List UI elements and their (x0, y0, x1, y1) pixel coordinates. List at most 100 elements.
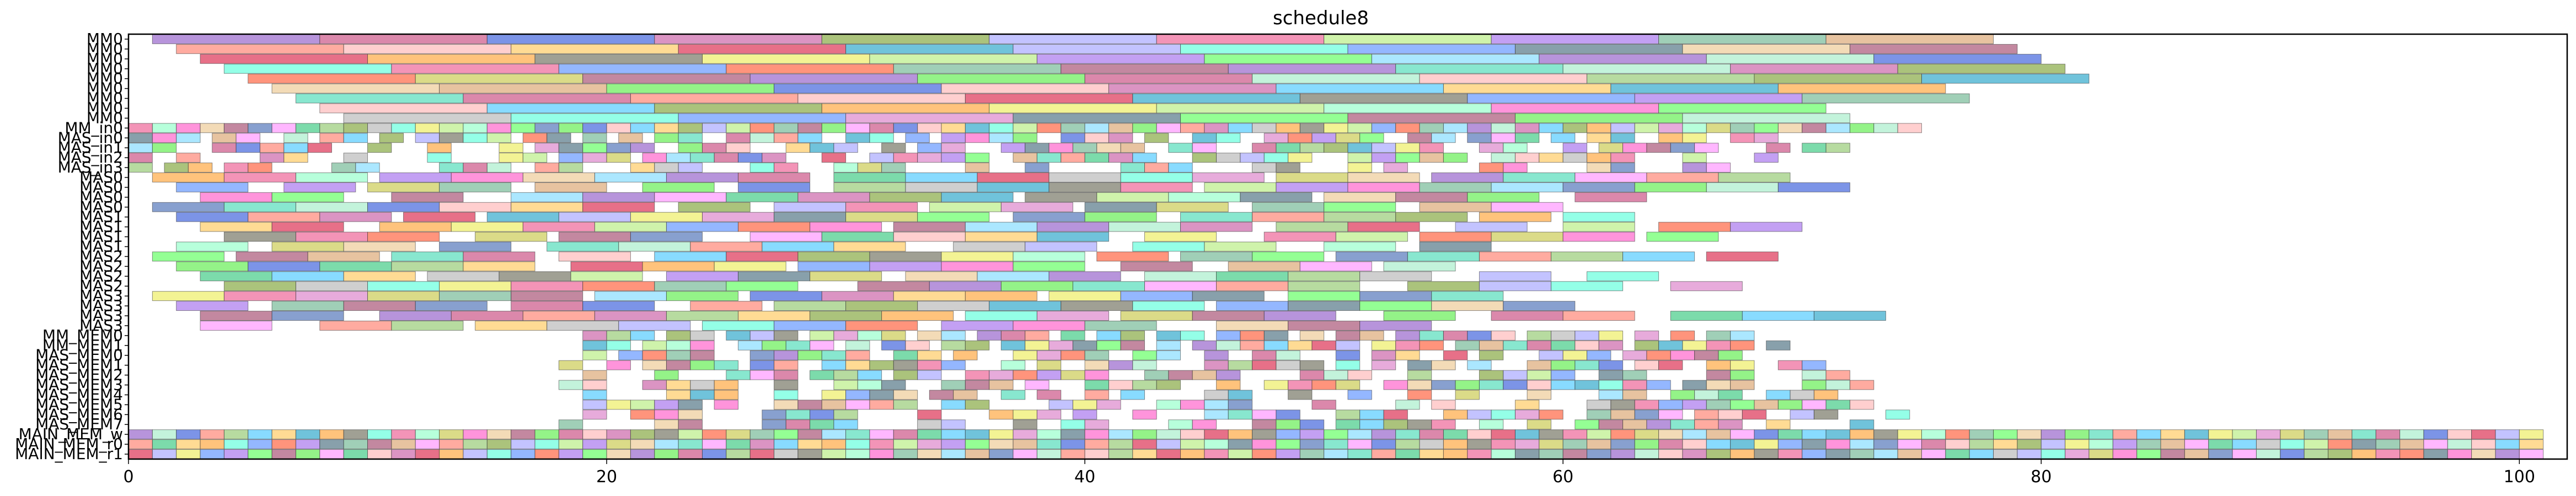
task-bar (1574, 419, 1599, 430)
task-bar (701, 212, 775, 222)
task-bar (1670, 390, 1695, 400)
task-bar (1813, 390, 1839, 400)
task-bar (869, 261, 942, 272)
task-bar (1730, 400, 1755, 410)
task-bar (1443, 123, 1468, 133)
task-bar (319, 34, 488, 44)
task-bar (797, 93, 966, 104)
task-bar (917, 143, 942, 153)
task-bar (965, 163, 990, 173)
task-bar (774, 439, 799, 450)
task-bar (845, 113, 1014, 123)
task-bar (558, 251, 631, 262)
task-bar (176, 182, 249, 192)
task-bar (1108, 429, 1133, 440)
task-bar (2327, 449, 2353, 459)
y-tick-label: MAS3 (79, 296, 123, 315)
task-bar (570, 271, 643, 282)
task-bar (690, 360, 715, 370)
task-bar (1682, 133, 1707, 143)
task-bar (1849, 400, 1875, 410)
task-bar (1455, 222, 1528, 232)
task-bar (1204, 182, 1277, 192)
task-bar (223, 439, 249, 450)
task-bar (1873, 53, 2042, 64)
task-bar (2400, 429, 2424, 440)
task-bar (666, 390, 691, 400)
task-bar (176, 212, 249, 222)
task-bar (271, 439, 296, 450)
task-bar (1467, 429, 1492, 440)
task-bar (1371, 153, 1396, 163)
task-bar (929, 390, 954, 400)
task-bar (1180, 113, 1348, 123)
task-bar (1431, 133, 1456, 143)
task-bar (654, 429, 679, 440)
task-bar (427, 153, 452, 163)
task-bar (941, 330, 966, 341)
task-bar (1527, 419, 1551, 430)
task-bar (511, 44, 679, 54)
task-bar (403, 212, 476, 222)
task-bar (857, 163, 882, 173)
task-bar (630, 212, 703, 222)
y-tick-label: MAS0 (79, 178, 123, 196)
task-bar (726, 429, 751, 440)
task-bar (1013, 429, 1037, 440)
task-bar (1562, 153, 1588, 163)
task-bar (1777, 182, 1850, 192)
task-bar (1825, 449, 1850, 459)
task-bar (1180, 123, 1205, 133)
task-bar (1754, 133, 1779, 143)
task-bar (666, 350, 691, 360)
x-tick-label: 0 (123, 467, 133, 487)
task-bar (1299, 143, 1325, 153)
task-bar (1587, 409, 1611, 420)
task-bar (1192, 172, 1265, 182)
task-bar (1945, 449, 1970, 459)
task-bar (738, 153, 763, 163)
task-bar (1324, 103, 1492, 114)
task-bar (953, 350, 978, 360)
task-bar (1491, 231, 1563, 242)
task-bar (1873, 449, 1898, 459)
task-bar (618, 133, 643, 143)
task-bar (726, 251, 799, 262)
task-bar (1718, 390, 1743, 400)
task-bar (690, 301, 763, 311)
task-bar (749, 429, 775, 440)
task-bar (1849, 439, 1875, 450)
task-bar (1825, 34, 1994, 44)
task-bar (486, 103, 655, 114)
task-bar (319, 123, 344, 133)
task-bar (558, 163, 583, 173)
task-bar (654, 34, 822, 44)
task-bar (1061, 123, 1085, 133)
y-tick-label: MAS_MEM2 (35, 366, 123, 384)
task-bar (2327, 439, 2353, 450)
task-bar (1646, 380, 1671, 390)
task-bar (1802, 400, 1827, 410)
task-bar (941, 261, 1014, 272)
task-bar (1252, 212, 1325, 222)
task-bar (1371, 340, 1396, 351)
task-bar (1587, 123, 1611, 133)
task-bar (977, 182, 1049, 192)
task-bar (176, 439, 201, 450)
task-bar (1527, 380, 1551, 390)
y-tick-label: MAS_MEM1 (35, 356, 123, 374)
task-bar (1084, 123, 1109, 133)
y-tick-label: MAS2 (79, 257, 123, 275)
task-bar (188, 163, 213, 173)
task-bar (869, 153, 894, 163)
task-bar (774, 370, 799, 380)
task-bar (1000, 330, 1026, 341)
task-bar (1419, 241, 1492, 252)
task-bar (1204, 241, 1277, 252)
task-bar (1324, 429, 1348, 440)
task-bar (714, 153, 739, 163)
task-bar (989, 34, 1157, 44)
task-bar (857, 281, 930, 292)
task-bar (941, 192, 1014, 202)
task-bar (893, 390, 918, 400)
